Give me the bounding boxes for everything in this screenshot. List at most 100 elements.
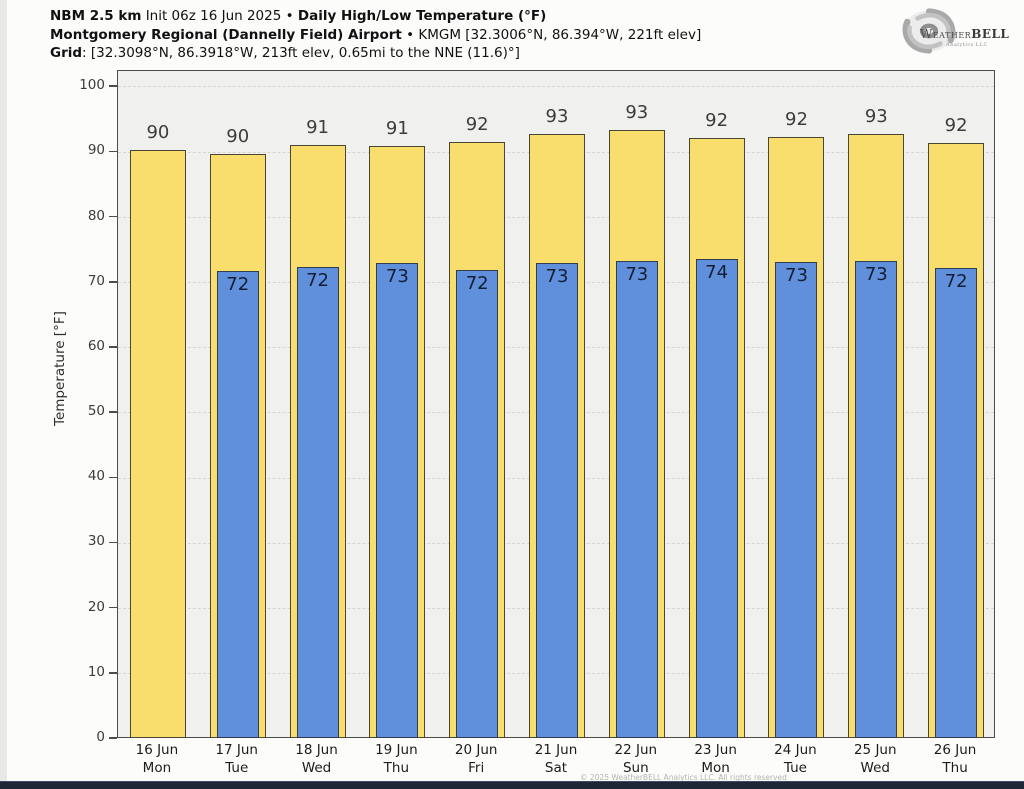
header-line-1: NBM 2.5 km Init 06z 16 Jun 2025 • Daily … — [50, 7, 701, 26]
x-label-day: Mon — [142, 759, 172, 776]
y-tick-label-50: 50 — [87, 403, 105, 420]
x-label-date: 20 Jun — [454, 742, 498, 758]
y-tick-label-10: 10 — [87, 663, 105, 680]
low-bar-26-Jun — [935, 267, 978, 738]
low-bar-22-Jun — [615, 261, 658, 738]
x-tick-label-25-Jun: 25 Jun Wed — [830, 742, 920, 777]
high-value-label: 91 — [306, 117, 329, 139]
low-value-label: 73 — [864, 264, 888, 286]
y-tick-70 — [109, 281, 117, 283]
y-tick-label-60: 60 — [87, 337, 105, 354]
y-tick-50 — [109, 411, 117, 413]
high-value-label: 93 — [625, 102, 649, 124]
x-label-date: 19 Jun — [375, 742, 418, 758]
x-label-date: 25 Jun — [853, 742, 897, 758]
gridline-100 — [118, 86, 994, 88]
x-label-day: Wed — [301, 759, 332, 776]
low-value-label: 73 — [385, 266, 409, 288]
x-label-day: Tue — [783, 759, 807, 776]
x-label-day: Fri — [468, 759, 485, 776]
chart-header: NBM 2.5 km Init 06z 16 Jun 2025 • Daily … — [50, 7, 701, 63]
y-tick-100 — [109, 85, 117, 88]
x-tick-label-19-Jun: 19 Jun Thu — [351, 742, 441, 777]
high-value-label: 92 — [465, 114, 489, 136]
low-value-label: 73 — [785, 264, 808, 286]
separator-dot: • — [406, 26, 415, 43]
copyright-text: © 2025 WeatherBELL Analytics LLC. All ri… — [580, 773, 787, 782]
y-tick-label-30: 30 — [87, 533, 105, 550]
x-tick-label-21-Jun: 21 Jun Sat — [511, 742, 601, 777]
x-label-day: Wed — [860, 759, 890, 776]
y-tick-0 — [109, 737, 117, 739]
grid-meta: : [32.3098°N, 86.3918°W, 213ft elev, 0.6… — [82, 45, 520, 61]
high-value-label: 91 — [385, 117, 409, 139]
y-tick-label-100: 100 — [79, 77, 105, 94]
y-tick-label-20: 20 — [87, 598, 105, 615]
y-tick-80 — [109, 215, 117, 218]
x-label-day: Thu — [942, 759, 968, 776]
low-bar-20-Jun — [456, 270, 499, 738]
low-value-label: 72 — [306, 270, 329, 292]
low-value-label: 73 — [625, 264, 649, 286]
logo-wordmark: WeatherBELL — [920, 27, 1010, 41]
low-bar-24-Jun — [775, 261, 818, 738]
x-label-date: 16 Jun — [135, 742, 179, 758]
y-tick-90 — [109, 150, 117, 153]
grid-label: Grid — [50, 45, 83, 61]
x-tick-label-20-Jun: 20 Jun Fri — [431, 742, 521, 777]
logo-weather-text: Weather — [920, 27, 972, 41]
high-value-label: 92 — [944, 114, 968, 136]
high-value-label: 90 — [226, 126, 250, 148]
x-tick-label-16-Jun: 16 Jun Mon — [112, 742, 202, 777]
x-tick-label-17-Jun: 17 Jun Tue — [192, 742, 282, 777]
station-name: Montgomery Regional (Dannelly Field) Air… — [50, 26, 402, 43]
low-bar-19-Jun — [376, 263, 419, 738]
x-tick-label-18-Jun: 18 Jun Wed — [272, 742, 362, 777]
y-tick-40 — [109, 476, 117, 479]
low-value-label: 72 — [465, 273, 489, 295]
y-tick-label-40: 40 — [87, 468, 105, 485]
low-bar-23-Jun — [695, 259, 738, 738]
x-label-date: 23 Jun — [694, 742, 737, 758]
high-value-label: 92 — [785, 109, 808, 131]
header-line-2: Montgomery Regional (Dannelly Field) Air… — [50, 26, 701, 45]
high-value-label: 93 — [545, 106, 569, 128]
logo-bell-text: BELL — [971, 27, 1010, 41]
high-value-label: 93 — [864, 105, 888, 127]
y-tick-10 — [109, 672, 117, 674]
x-label-day: Tue — [225, 759, 249, 776]
station-meta: KMGM [32.3006°N, 86.394°W, 221ft elev] — [418, 26, 702, 43]
y-tick-30 — [109, 541, 117, 544]
low-bar-18-Jun — [296, 267, 339, 738]
y-tick-label-70: 70 — [87, 272, 105, 289]
x-label-date: 26 Jun — [933, 742, 977, 758]
header-line-3: Grid: [32.3098°N, 86.3918°W, 213ft elev,… — [50, 44, 701, 63]
low-bar-25-Jun — [855, 261, 898, 738]
separator-dot: • — [285, 8, 294, 24]
init-time: Init 06z 16 Jun 2025 — [145, 8, 282, 24]
x-label-date: 21 Jun — [534, 742, 578, 758]
hurricane-swirl-icon — [902, 8, 956, 54]
high-value-label: 90 — [146, 121, 170, 143]
plot-area: 90 90 72 91 72 91 73 92 72 93 73 93 73 92 74 92 73 93 73 92… — [117, 70, 995, 738]
page-left-edge-strip — [0, 0, 7, 789]
x-label-day: Sun — [622, 759, 649, 776]
product-title: Daily High/Low Temperature (°F) — [297, 8, 547, 24]
x-tick-label-22-Jun: 22 Jun Sun — [591, 742, 681, 777]
x-label-day: Mon — [701, 759, 730, 776]
y-tick-label-90: 90 — [87, 142, 105, 159]
low-value-label: 74 — [705, 262, 729, 284]
high-bar-16-Jun — [129, 149, 186, 738]
model-name: NBM 2.5 km — [50, 8, 142, 24]
high-value-label: 92 — [705, 110, 729, 132]
y-tick-20 — [109, 606, 117, 609]
x-label-date: 18 Jun — [295, 742, 338, 758]
x-tick-label-24-Jun: 24 Jun Tue — [750, 742, 840, 777]
weatherbell-logo: WeatherBELL Analytics LLC — [898, 5, 1010, 63]
low-value-label: 72 — [944, 270, 968, 292]
x-label-day: Thu — [383, 759, 410, 776]
low-bar-21-Jun — [536, 263, 578, 738]
y-tick-60 — [109, 346, 117, 348]
x-tick-label-23-Jun: 23 Jun Mon — [671, 742, 761, 777]
x-label-day: Sat — [544, 759, 568, 776]
